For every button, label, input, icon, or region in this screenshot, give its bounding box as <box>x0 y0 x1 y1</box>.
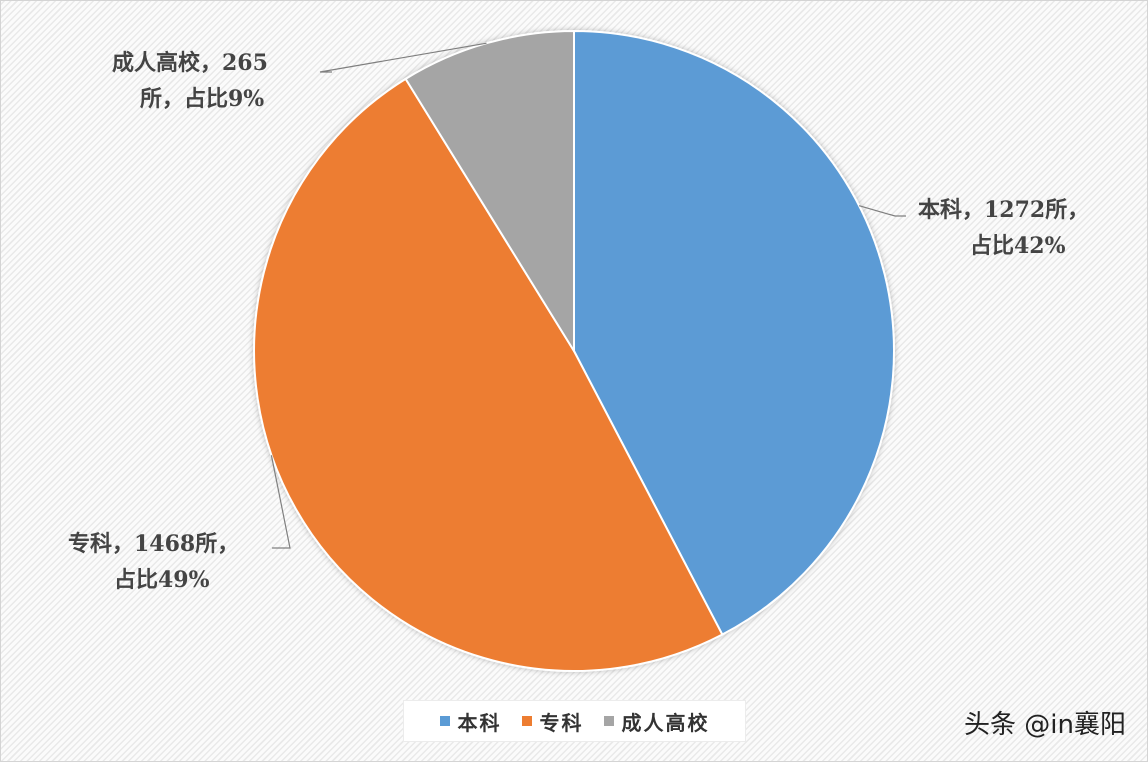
legend-swatch-chengren <box>603 716 614 726</box>
data-label-line2: 占比42% <box>970 233 1066 259</box>
data-label-zhuanke: 专科，1468所， 占比49% <box>68 526 239 598</box>
data-label-line1: 成人高校，265 <box>112 50 268 76</box>
data-label-line1: 本科，1272所， <box>918 197 1090 223</box>
legend-label: 本科 <box>457 710 502 735</box>
chart-legend: 本科 专科 成人高校 <box>403 700 746 742</box>
legend-swatch-zhuanke <box>521 716 532 726</box>
leader-line-0 <box>858 205 906 217</box>
leader-line-1 <box>270 455 291 549</box>
data-label-line2: 占比49% <box>114 567 210 593</box>
legend-item-chengren: 成人高校 <box>603 707 710 736</box>
data-label-line2: 所，占比9% <box>140 86 265 112</box>
legend-item-benke: 本科 <box>439 707 502 736</box>
watermark-text: 头条 @in襄阳 <box>964 710 1126 740</box>
leader-line-2 <box>319 42 487 73</box>
pie-slice-0 <box>573 29 895 636</box>
data-label-chengren: 成人高校，265 所，占比9% <box>112 45 268 117</box>
legend-label: 成人高校 <box>621 710 710 735</box>
data-label-line1: 专科，1468所， <box>68 531 240 557</box>
pie-slice-1 <box>253 77 724 672</box>
legend-swatch-benke <box>439 716 450 726</box>
data-label-benke: 本科，1272所， 占比42% <box>918 192 1089 264</box>
legend-label: 专科 <box>539 710 584 735</box>
legend-item-zhuanke: 专科 <box>521 707 584 736</box>
